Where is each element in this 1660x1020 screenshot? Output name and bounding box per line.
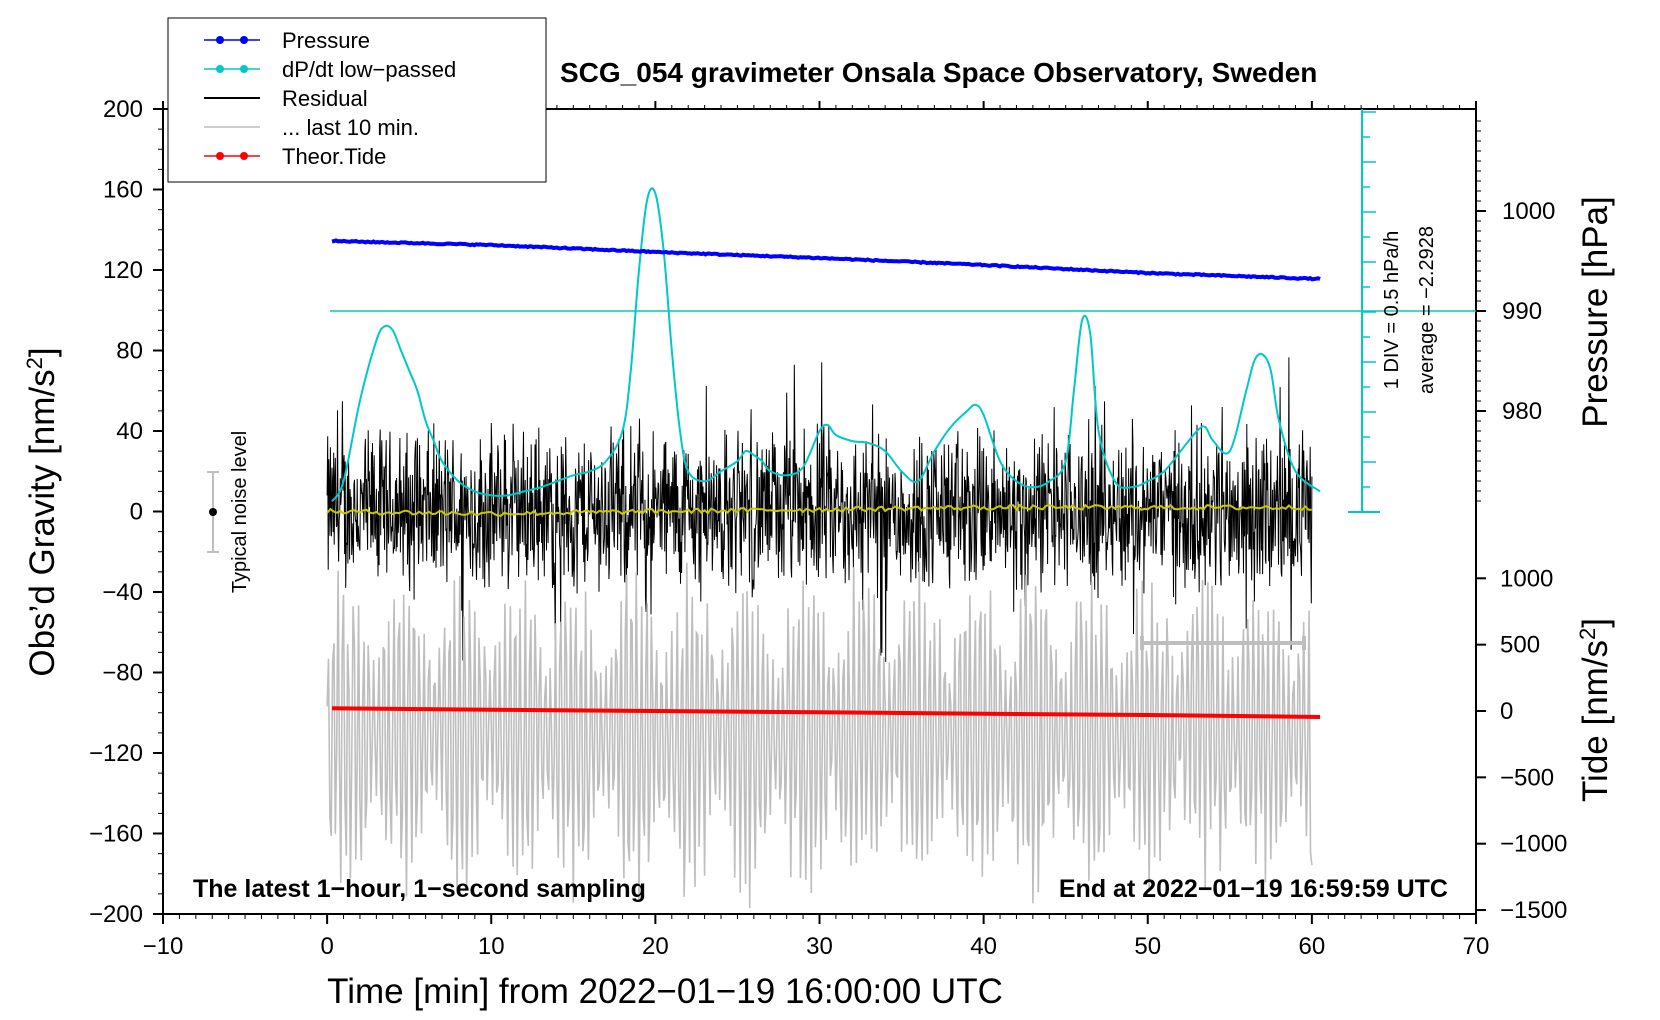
legend-label: dP/dt low−passed [282,57,456,82]
x-tick-label: 10 [478,933,505,960]
x-tick-label: 20 [642,933,669,960]
pressure-axis-ticks: 1000 990 980 [1476,120,1555,502]
y-tick-label: −200 [89,901,143,928]
legend-marker [216,152,224,160]
pressure-tick-label: 1000 [1502,198,1555,225]
y-tick-label: −40 [102,579,143,606]
dpdt-scale-ticks [1348,111,1380,513]
y-tick-label: 80 [116,338,143,365]
x-tick-label: 0 [320,933,333,960]
last-10min-line [326,561,1313,909]
tide-tick-label: 500 [1500,632,1540,659]
tide-tick-label: −1000 [1500,831,1567,858]
pressure-tick-label: 980 [1502,398,1542,425]
chart-title: SCG_054 gravimeter Onsala Space Observat… [560,57,1317,88]
tide-tick-label: −1500 [1500,897,1567,924]
x-tick-label: 60 [1299,933,1326,960]
x-tick-label: 70 [1463,933,1490,960]
x-tick-label: 40 [970,933,997,960]
legend-label: ... last 10 min. [282,115,419,140]
x-tick-label: 50 [1134,933,1161,960]
legend-label: Residual [282,86,368,111]
y-axis-ticks: 200 160 120 80 40 0 −40 −80 −120 −160 −200 [89,96,163,928]
x-tick-label: 30 [806,933,833,960]
legend-marker [240,65,248,73]
legend-marker [216,36,224,44]
y-axis-title-gravity: Obs’d Gravity [nm/s2] [22,347,62,676]
y-axis-title-pressure: Pressure [hPa] [1576,196,1615,428]
tide-tick-label: −500 [1500,764,1554,791]
noise-level-dot [209,508,217,516]
dpdt-line [331,187,1321,503]
legend-marker [240,36,248,44]
noise-level-label: Typical noise level [229,431,251,593]
y-tick-label: 200 [103,96,143,123]
x-axis-title: Time [min] from 2022−01−19 16:00:00 UTC [327,972,1003,1011]
y-tick-label: 120 [103,257,143,284]
series-layer [326,187,1321,909]
legend: Pressure dP/dt low−passed Residual ... last… [204,28,456,169]
end-time-note: End at 2022−01−19 16:59:59 UTC [1059,875,1448,903]
y-tick-label: 160 [103,177,143,204]
legend-box [167,17,547,183]
legend-label: Pressure [282,28,370,53]
y-axis-title-tide: Tide [nm/s2] [1575,618,1615,802]
tide-axis-ticks: 1000 500 0 −500 −1000 −1500 [1476,565,1567,924]
y-tick-label: −120 [89,740,143,767]
y-tick-label: −160 [89,821,143,848]
y-tick-label: −80 [102,660,143,687]
tide-tick-label: 0 [1500,698,1513,725]
dpdt-average-label: average = −2.2928 [1416,226,1438,394]
legend-marker [216,65,224,73]
legend-marker [240,152,248,160]
dpdt-scale-label: 1 DIV = 0.5 hPa/h [1381,231,1403,389]
tide-tick-label: 1000 [1500,565,1553,592]
y-tick-label: 0 [130,499,143,526]
tide-line [331,706,1321,719]
legend-label: Theor.Tide [282,144,386,169]
x-tick-label: −10 [143,933,184,960]
residual-smoothed-line [326,503,1312,517]
residual-line [326,357,1313,662]
pressure-line [331,238,1321,282]
y-tick-label: 40 [116,418,143,445]
sampling-note: The latest 1−hour, 1−second sampling [193,875,646,903]
pressure-tick-label: 990 [1502,298,1542,325]
x-axis-ticks: −10 0 10 20 30 40 50 60 70 [143,101,1490,960]
